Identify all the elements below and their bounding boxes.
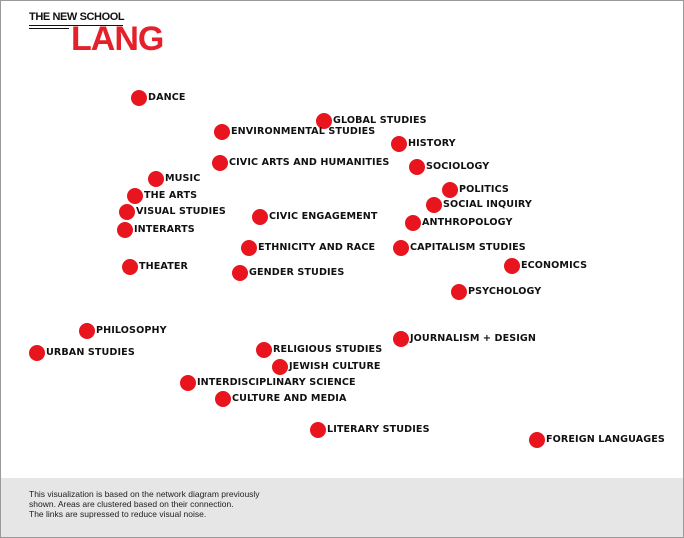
node-label: SOCIAL INQUIRY xyxy=(443,199,532,210)
node-dot xyxy=(405,215,421,231)
node-label: ETHNICITY AND RACE xyxy=(258,242,376,253)
logo-top-text: THE NEW SCHOOL xyxy=(29,11,125,23)
node-label: DANCE xyxy=(148,92,186,103)
node-dot xyxy=(426,197,442,213)
new-school-lang-logo: THE NEW SCHOOL LANG xyxy=(29,11,199,59)
node-label: ANTHROPOLOGY xyxy=(422,217,513,228)
footer-caption-line: The links are supressed to reduce visual… xyxy=(29,509,207,519)
node-dot xyxy=(212,155,228,171)
node-dot xyxy=(316,113,332,129)
node-dot xyxy=(117,222,133,238)
footer-caption-line: This visualization is based on the netwo… xyxy=(29,489,260,499)
node-label: INTERARTS xyxy=(134,224,195,235)
node-label: HISTORY xyxy=(408,138,456,149)
node-dot xyxy=(122,259,138,275)
node-dot xyxy=(409,159,425,175)
node-dot xyxy=(451,284,467,300)
footer-caption-line: shown. Areas are clustered based on thei… xyxy=(29,499,234,509)
node-label: URBAN STUDIES xyxy=(46,347,135,358)
node-dot xyxy=(131,90,147,106)
node-dot xyxy=(119,204,135,220)
node-label: VISUAL STUDIES xyxy=(136,206,226,217)
node-label: FOREIGN LANGUAGES xyxy=(546,434,665,445)
node-label: CAPITALISM STUDIES xyxy=(410,242,526,253)
node-label: POLITICS xyxy=(459,184,509,195)
node-label: RELIGIOUS STUDIES xyxy=(273,344,383,355)
node-label: LITERARY STUDIES xyxy=(327,424,430,435)
node-label: ECONOMICS xyxy=(521,260,588,271)
node-label: JEWISH CULTURE xyxy=(289,361,381,372)
node-dot xyxy=(148,171,164,187)
node-label: ENVIRONMENTAL STUDIES xyxy=(231,126,376,137)
node-label: MUSIC xyxy=(165,173,201,184)
node-label: THEATER xyxy=(139,261,188,272)
node-dot xyxy=(232,265,248,281)
node-dot xyxy=(529,432,545,448)
node-dot xyxy=(393,331,409,347)
node-dot xyxy=(252,209,268,225)
logo-rule xyxy=(29,25,123,26)
node-label: THE ARTS xyxy=(144,190,198,201)
node-label: JOURNALISM + DESIGN xyxy=(410,333,537,344)
node-dot xyxy=(310,422,326,438)
node-dot xyxy=(442,182,458,198)
node-dot xyxy=(29,345,45,361)
node-label: GENDER STUDIES xyxy=(249,267,345,278)
node-dot xyxy=(272,359,288,375)
footer-caption: This visualization is based on the netwo… xyxy=(29,489,260,519)
node-dot xyxy=(215,391,231,407)
node-label: PSYCHOLOGY xyxy=(468,286,542,297)
node-label: CIVIC ENGAGEMENT xyxy=(269,211,378,222)
cluster-diagram: DANCE GLOBAL STUDIES ENVIRONMENTAL STUDIES… xyxy=(1,1,683,477)
node-dot xyxy=(127,188,143,204)
node-dot xyxy=(214,124,230,140)
node-dot xyxy=(79,323,95,339)
node-label: GLOBAL STUDIES xyxy=(333,115,427,126)
logo-rule-short xyxy=(29,28,69,29)
node-dot xyxy=(256,342,272,358)
node-label: CIVIC ARTS AND HUMANITIES xyxy=(229,157,390,168)
node-dot xyxy=(180,375,196,391)
node-label: PHILOSOPHY xyxy=(96,325,167,336)
node-dot xyxy=(391,136,407,152)
node-label: CULTURE AND MEDIA xyxy=(232,393,347,404)
logo-main-text: LANG xyxy=(71,20,164,58)
footer-caption-panel: This visualization is based on the netwo… xyxy=(1,478,683,537)
node-label: SOCIOLOGY xyxy=(426,161,490,172)
node-dot xyxy=(241,240,257,256)
node-dot xyxy=(504,258,520,274)
node-label: INTERDISCIPLINARY SCIENCE xyxy=(197,377,356,388)
node-dot xyxy=(393,240,409,256)
